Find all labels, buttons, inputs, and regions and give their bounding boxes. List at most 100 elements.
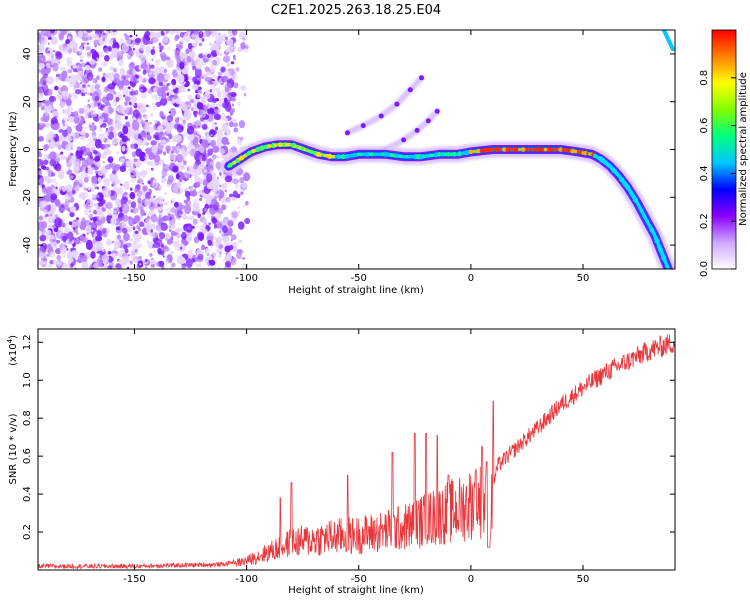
noise-blob [64, 228, 70, 234]
noise-blob [172, 241, 180, 247]
noise-blob [226, 38, 234, 47]
noise-blob [78, 107, 85, 114]
noise-blob [160, 139, 167, 146]
noise-blob [138, 228, 142, 232]
noise-blob [208, 231, 214, 236]
noise-blob [94, 83, 101, 90]
noise-blob [193, 162, 199, 170]
noise-blob [210, 134, 213, 137]
noise-blob [70, 40, 76, 48]
noise-blob [136, 189, 143, 198]
noise-blob [126, 256, 130, 261]
trace-core-blob [402, 155, 405, 159]
noise-blob [166, 83, 170, 87]
noise-blob [211, 154, 217, 160]
noise-blob [169, 101, 173, 105]
noise-blob [122, 155, 125, 159]
noise-blob [62, 46, 69, 54]
noise-blob [132, 207, 139, 214]
noise-blob [171, 232, 175, 236]
noise-blob [79, 155, 83, 161]
snr-xtick-label: -150 [123, 574, 146, 585]
noise-blob [39, 234, 47, 242]
secondary-trace-point [434, 108, 440, 114]
noise-blob [98, 43, 101, 47]
noise-blob [87, 92, 90, 96]
noise-blob [49, 235, 55, 240]
noise-blob [80, 59, 83, 62]
colorbar-label: Normalized spectral amplitude [738, 72, 749, 226]
noise-blob [41, 186, 48, 192]
noise-blob [219, 53, 223, 57]
noise-blob [89, 265, 94, 269]
noise-blob [111, 136, 119, 145]
noise-blob [38, 91, 43, 99]
noise-blob [166, 207, 171, 214]
noise-blob [153, 249, 156, 252]
noise-blob [94, 186, 99, 190]
noise-blob [175, 227, 182, 233]
noise-blob [206, 173, 213, 183]
noise-blob [80, 131, 85, 136]
noise-blob [173, 182, 176, 186]
noise-blob [107, 156, 114, 164]
noise-blob [214, 98, 219, 102]
noise-blob [165, 30, 169, 34]
noise-blob [214, 106, 218, 110]
noise-blob [126, 266, 130, 269]
noise-blob [152, 242, 161, 249]
noise-blob [152, 104, 158, 111]
noise-blob [219, 184, 222, 188]
noise-blob [65, 98, 72, 107]
noise-blob [105, 164, 112, 170]
noise-blob [102, 161, 105, 164]
noise-blob [217, 71, 223, 76]
noise-blob [144, 122, 151, 132]
noise-blob [187, 249, 194, 258]
noise-blob [73, 180, 80, 186]
noise-blob [165, 216, 171, 221]
trace-core-blob [428, 153, 433, 158]
noise-blob [92, 185, 97, 191]
noise-blob [64, 199, 70, 206]
noise-blob [152, 181, 159, 188]
noise-blob [76, 220, 82, 226]
noise-blob [121, 196, 128, 204]
noise-blob [94, 45, 97, 48]
noise-blob [130, 132, 139, 140]
noise-blob [128, 114, 131, 117]
noise-blob [132, 109, 140, 118]
noise-blob [87, 139, 96, 151]
noise-blob [189, 148, 197, 157]
trace-core-blob [547, 147, 552, 152]
noise-blob [179, 56, 184, 61]
noise-blob [82, 84, 86, 88]
noise-blob [194, 67, 202, 78]
noise-blob [121, 203, 130, 214]
noise-blob [84, 37, 90, 42]
noise-blob [38, 133, 41, 138]
noise-blob [74, 239, 80, 245]
noise-blob [42, 243, 46, 246]
noise-blob [241, 182, 248, 189]
noise-blob [221, 136, 229, 145]
trace-core-blob [664, 261, 668, 265]
trace-core-blob [476, 148, 481, 154]
noise-blob [85, 239, 93, 251]
noise-blob [47, 42, 50, 45]
noise-blob [79, 82, 83, 85]
noise-blob [198, 86, 202, 91]
noise-blob [93, 39, 100, 46]
trace-core-blob [573, 149, 578, 154]
noise-blob [154, 59, 161, 66]
snr-ytick-label: 0.6 [22, 448, 33, 464]
noise-blob [134, 230, 139, 234]
top-right-trace [661, 30, 675, 52]
noise-blob [41, 77, 45, 82]
trace-core-blob [528, 147, 533, 152]
noise-blob [176, 255, 185, 265]
noise-blob [165, 232, 170, 239]
snr-xlabel: Height of straight line (km) [288, 585, 424, 596]
noise-blob [150, 160, 156, 168]
noise-blob [95, 89, 102, 98]
